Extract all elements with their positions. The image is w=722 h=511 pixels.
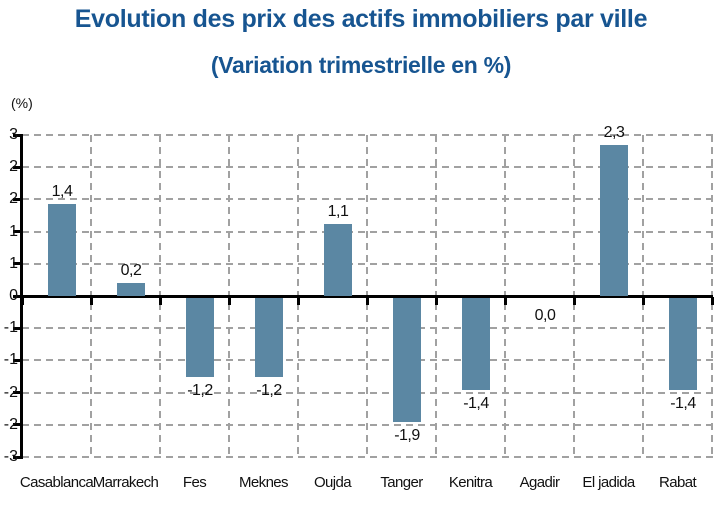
y-axis-tick	[13, 423, 22, 427]
y-axis-tick-label: 1	[9, 222, 18, 240]
bar	[324, 223, 352, 296]
x-axis-tick	[572, 297, 576, 305]
x-axis-category-label: Fes	[182, 474, 207, 491]
y-axis-tick-label: -3	[3, 448, 18, 465]
y-axis-tick-label: -1	[3, 319, 18, 337]
x-axis-category-label: Rabat	[658, 474, 697, 491]
x-axis-tick	[503, 297, 507, 305]
y-axis-tick	[13, 197, 22, 201]
chart-plot-area: 3 2 2 1 1 0 -1 -1 -2 -2 -3 1,4 Casablanca 0,2 Marrakec…	[4, 124, 714, 491]
bar	[669, 298, 697, 390]
x-axis-category-label: Casablanca	[19, 474, 94, 491]
y-axis-tick	[13, 294, 22, 298]
y-axis-tick-label: -2	[3, 415, 18, 433]
bar-value-label: 1,4	[51, 183, 73, 201]
x-axis-category-label: Meknes	[239, 474, 289, 491]
y-axis-tick	[13, 165, 22, 169]
bar	[393, 298, 421, 423]
y-axis-tick-label: -1	[3, 351, 18, 369]
y-axis-tick-label: -2	[3, 383, 18, 401]
y-axis-tick	[13, 133, 22, 137]
y-axis-tick-label: 1	[9, 254, 18, 272]
x-axis-tick	[710, 297, 714, 305]
x-axis-category-label: El jadida	[582, 474, 635, 491]
x-axis-category-label: Tanger	[380, 474, 423, 491]
x-axis-category-label: Oujda	[313, 474, 352, 491]
y-axis-tick	[13, 262, 22, 266]
x-axis-tick	[365, 297, 369, 305]
x-axis-tick	[641, 297, 645, 305]
chart-title-line2: (Variation trimestrielle en %)	[210, 52, 512, 78]
bar-value-label: 1,1	[327, 202, 349, 220]
bar-value-label: 0,2	[120, 261, 142, 279]
bar-value-label: 0,0	[534, 307, 556, 324]
x-axis-tick	[296, 297, 300, 305]
zero-line	[20, 294, 713, 298]
y-axis-unit-label: (%)	[11, 95, 33, 111]
y-axis-tick-label: 2	[9, 190, 18, 208]
y-axis-tick	[13, 358, 22, 362]
x-axis-category-label: Agadir	[519, 474, 560, 491]
h-gridline	[22, 456, 713, 458]
x-axis-tick	[89, 297, 93, 305]
y-axis-tick-label: 3	[9, 126, 18, 143]
bar-value-label: -1,2	[187, 381, 213, 399]
y-axis-tick-label: 2	[9, 158, 18, 176]
x-axis-tick	[158, 297, 162, 305]
bar-value-label: -1,4	[670, 394, 696, 412]
bar-value-label: 2,3	[603, 124, 625, 142]
y-axis-tick	[13, 391, 22, 395]
x-axis-category-label: Marrakech	[92, 474, 159, 491]
y-axis-tick-label: 0	[9, 287, 18, 304]
x-axis-tick	[434, 297, 438, 305]
bar	[255, 298, 283, 377]
bar	[48, 204, 76, 296]
y-axis-tick	[13, 455, 22, 459]
y-axis-tick	[13, 326, 22, 330]
x-axis-category-label: Kenitra	[448, 474, 493, 491]
bar-value-label: -1,4	[463, 394, 489, 412]
y-axis-tick	[13, 230, 22, 234]
x-axis-tick	[227, 297, 231, 305]
bar	[600, 145, 628, 296]
chart-title-line1: Evolution des prix des actifs immobilier…	[74, 5, 648, 33]
bar-value-label: -1,9	[394, 427, 420, 445]
bar-value-label: -1,2	[256, 381, 282, 399]
bar	[186, 298, 214, 377]
bar	[117, 282, 145, 296]
bar	[462, 298, 490, 390]
